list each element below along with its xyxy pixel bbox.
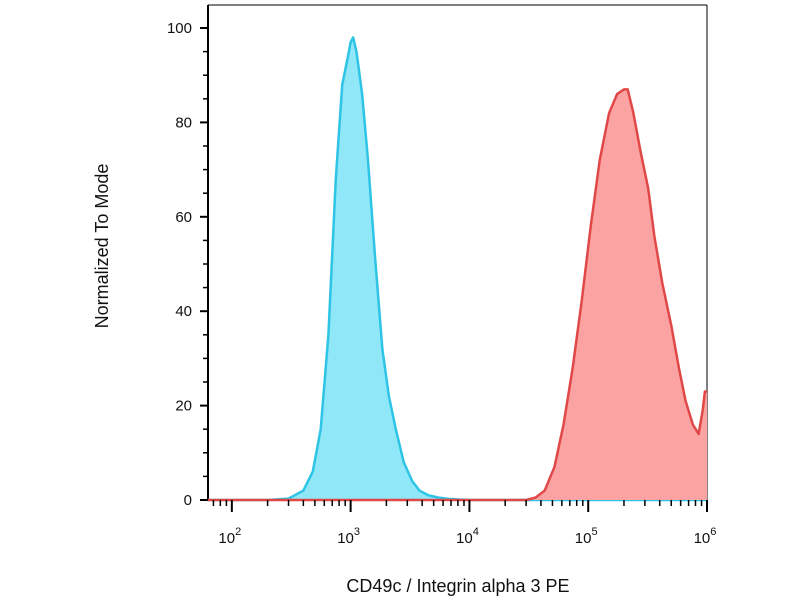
series-layer <box>208 36 707 502</box>
y-axis-title: Normalized To Mode <box>92 164 112 329</box>
y-tick-label: 40 <box>175 303 192 320</box>
series-0-fill <box>208 37 707 500</box>
x-tick-label: 103 <box>337 526 360 547</box>
x-tick-exponent: 2 <box>235 526 241 538</box>
x-tick-label: 102 <box>218 526 241 547</box>
x-tick-base: 10 <box>575 530 592 547</box>
x-tick-base: 10 <box>337 530 354 547</box>
x-axis-title: CD49c / Integrin alpha 3 PE <box>346 576 569 596</box>
y-tick-label: 20 <box>175 398 192 415</box>
y-tick-label: 80 <box>175 114 192 131</box>
x-tick-label: 104 <box>456 526 479 547</box>
x-tick-base: 10 <box>456 530 473 547</box>
x-ticks: 102 103 104 105 106 <box>212 500 717 547</box>
x-tick-base: 10 <box>694 530 711 547</box>
series-0-line <box>208 36 707 502</box>
series-1-line <box>208 88 707 502</box>
x-tick-label: 105 <box>575 526 598 547</box>
x-tick-exponent: 3 <box>354 526 360 538</box>
y-ticks: 0 20 40 60 80 100 <box>167 20 208 509</box>
x-tick-exponent: 6 <box>710 526 716 538</box>
y-tick-label: 60 <box>175 209 192 226</box>
x-tick-exponent: 4 <box>473 526 479 538</box>
x-tick-base: 10 <box>218 530 235 547</box>
y-tick-label: 0 <box>184 492 192 509</box>
y-tick-label: 100 <box>167 20 192 37</box>
series-1-fill <box>208 89 707 501</box>
x-tick-label: 106 <box>694 526 717 547</box>
x-tick-exponent: 5 <box>591 526 597 538</box>
